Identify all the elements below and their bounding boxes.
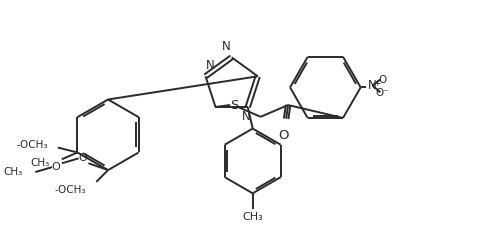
Text: CH₃: CH₃ [30,158,49,168]
Text: O: O [78,153,87,163]
Text: O⁻: O⁻ [376,88,389,98]
Text: +: + [373,79,380,88]
Text: N: N [368,79,377,92]
Text: O: O [278,128,288,142]
Text: CH₃: CH₃ [3,167,23,177]
Text: -OCH₃: -OCH₃ [17,140,48,150]
Text: S: S [230,99,238,112]
Text: CH₃: CH₃ [243,212,263,222]
Text: N: N [206,59,215,72]
Text: O: O [52,162,60,172]
Text: N: N [242,110,250,123]
Text: -OCH₃: -OCH₃ [55,185,86,195]
Text: N: N [222,40,231,53]
Text: O: O [378,74,386,84]
